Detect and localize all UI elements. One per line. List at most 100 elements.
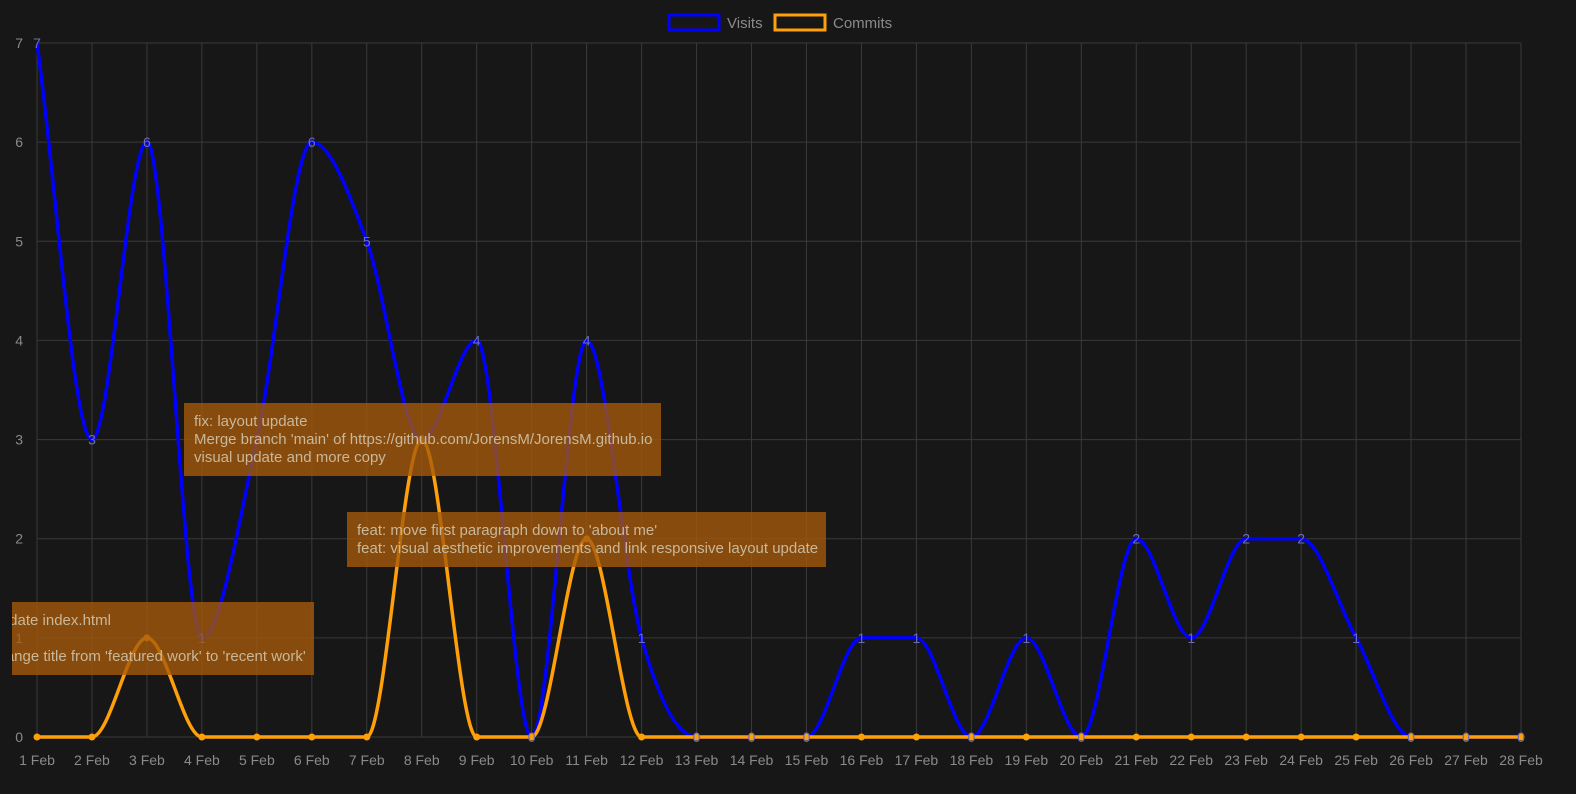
data-point-commits	[1297, 733, 1305, 741]
data-point-commits	[1407, 733, 1415, 741]
data-point-commits	[528, 733, 536, 741]
x-tick-label: 18 Feb	[950, 752, 994, 768]
data-point-commits	[1242, 733, 1250, 741]
data-label-visits: 0	[1462, 729, 1470, 745]
annotation-line: feat: move first paragraph down to 'abou…	[357, 522, 657, 539]
data-label-visits: 1	[1022, 630, 1030, 646]
y-tick-label: 7	[15, 35, 23, 51]
data-label-visits: 5	[363, 233, 371, 249]
data-point-commits	[857, 733, 865, 741]
data-point-commits	[308, 733, 316, 741]
x-tick-label: 14 Feb	[730, 752, 774, 768]
data-point-commits	[88, 733, 96, 741]
x-tick-label: 10 Feb	[510, 752, 554, 768]
data-label-visits: 2	[1132, 531, 1140, 547]
data-label-visits: 0	[528, 729, 536, 745]
legend-label: Commits	[833, 15, 892, 32]
x-tick-label: 16 Feb	[840, 752, 884, 768]
annotation-line: change title from 'featured work' to 're…	[0, 648, 306, 665]
data-label-visits: 7	[33, 35, 41, 51]
x-tick-label: 20 Feb	[1059, 752, 1103, 768]
data-point-commits	[748, 733, 756, 741]
data-point-commits	[1077, 733, 1085, 741]
x-tick-label: 28 Feb	[1499, 752, 1543, 768]
data-label-visits: 2	[1297, 531, 1305, 547]
data-point-commits	[1022, 733, 1030, 741]
data-label-visits: 2	[1242, 531, 1250, 547]
x-tick-label: 25 Feb	[1334, 752, 1378, 768]
annotation-line: fix: layout update	[194, 413, 307, 430]
x-tick-label: 26 Feb	[1389, 752, 1433, 768]
x-tick-label: 13 Feb	[675, 752, 719, 768]
legend-item-commits[interactable]: Commits	[773, 13, 892, 32]
data-point-commits	[198, 733, 206, 741]
x-tick-label: 19 Feb	[1005, 752, 1049, 768]
y-tick-label: 5	[15, 233, 23, 249]
series-line-commits	[37, 437, 1521, 739]
legend-item-visits[interactable]: Visits	[667, 13, 763, 32]
x-tick-label: 3 Feb	[129, 752, 165, 768]
x-tick-label: 15 Feb	[785, 752, 829, 768]
data-point-commits	[1187, 733, 1195, 741]
x-tick-label: 8 Feb	[404, 752, 440, 768]
data-point-commits	[363, 733, 371, 741]
data-label-visits: 0	[1517, 729, 1525, 745]
x-tick-label: 12 Feb	[620, 752, 664, 768]
x-tick-label: 23 Feb	[1224, 752, 1268, 768]
x-tick-label: 2 Feb	[74, 752, 110, 768]
data-point-commits	[1132, 733, 1140, 741]
x-tick-label: 11 Feb	[565, 752, 608, 768]
data-label-visits: 1	[858, 630, 866, 646]
x-tick-label: 22 Feb	[1169, 752, 1213, 768]
x-tick-label: 17 Feb	[895, 752, 939, 768]
legend-swatch	[773, 13, 827, 32]
y-tick-label: 4	[15, 332, 23, 348]
annotation-line: Update index.html	[0, 612, 111, 629]
data-label-visits: 4	[583, 332, 591, 348]
x-tick-label: 21 Feb	[1114, 752, 1158, 768]
legend-label: Visits	[727, 15, 763, 32]
data-point-commits	[1517, 733, 1525, 741]
chart-legend[interactable]: Visits Commits	[667, 13, 892, 32]
x-tick-label: 24 Feb	[1279, 752, 1323, 768]
data-label-visits: 0	[1077, 729, 1085, 745]
data-point-commits	[33, 733, 41, 741]
data-point-commits	[638, 733, 646, 741]
data-label-visits: 1	[638, 630, 646, 646]
data-point-commits	[1352, 733, 1360, 741]
annotation-line: feat: visual aesthetic improvements and …	[357, 540, 818, 557]
data-point-commits	[473, 733, 481, 741]
data-label-visits: 1	[913, 630, 921, 646]
annotation-box: feat: move first paragraph down to 'abou…	[347, 512, 826, 567]
annotation-background	[12, 602, 314, 675]
data-label-visits: 1	[1187, 630, 1195, 646]
data-label-visits: 0	[748, 729, 756, 745]
data-label-visits: 6	[143, 134, 151, 150]
x-tick-label: 27 Feb	[1444, 752, 1488, 768]
data-point-commits	[253, 733, 261, 741]
data-point-commits	[1462, 733, 1470, 741]
y-tick-label: 6	[15, 134, 23, 150]
data-point-commits	[802, 733, 810, 741]
x-tick-label: 4 Feb	[184, 752, 220, 768]
x-tick-label: 5 Feb	[239, 752, 275, 768]
annotation-line: visual update and more copy	[194, 449, 386, 466]
annotation-background	[347, 512, 826, 567]
x-tick-label: 7 Feb	[349, 752, 385, 768]
data-label-visits: 1	[1352, 630, 1360, 646]
y-tick-label: 0	[15, 729, 23, 745]
data-point-commits	[693, 733, 701, 741]
x-tick-label: 9 Feb	[459, 752, 495, 768]
data-label-visits: 6	[308, 134, 316, 150]
annotation-box: Update index.html change title from 'feat…	[0, 602, 314, 675]
data-label-visits: 0	[803, 729, 811, 745]
y-tick-label: 2	[15, 531, 23, 547]
annotation-background	[184, 403, 661, 476]
data-label-visits: 4	[473, 332, 481, 348]
y-tick-label: 3	[15, 432, 23, 448]
x-tick-label: 1 Feb	[19, 752, 55, 768]
data-point-commits	[912, 733, 920, 741]
legend-swatch	[667, 13, 721, 32]
